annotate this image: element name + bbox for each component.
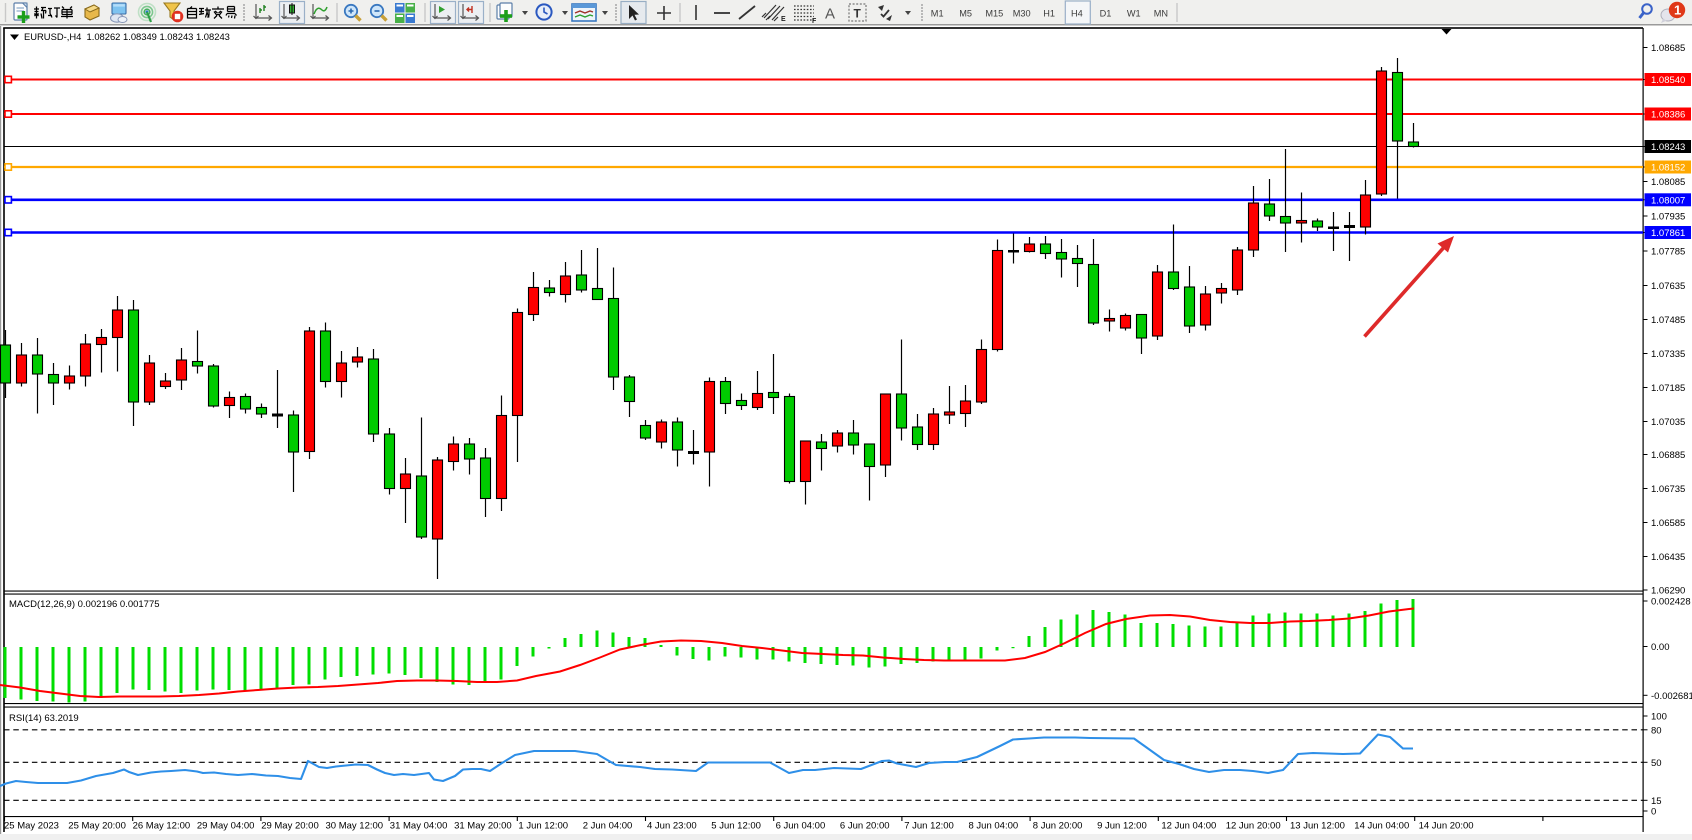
- svg-text:25 May 2023: 25 May 2023: [4, 821, 59, 832]
- svg-text:1 Jun 12:00: 1 Jun 12:00: [518, 821, 568, 832]
- svg-text:5 Jun 12:00: 5 Jun 12:00: [711, 821, 761, 832]
- svg-text:0.002428: 0.002428: [1651, 597, 1691, 608]
- svg-text:100: 100: [1651, 712, 1667, 723]
- svg-text:26 May 12:00: 26 May 12:00: [133, 821, 191, 832]
- svg-text:H4: H4: [1071, 9, 1083, 19]
- svg-text:2 Jun 04:00: 2 Jun 04:00: [583, 821, 633, 832]
- svg-text:1.07635: 1.07635: [1651, 281, 1685, 292]
- svg-text:1.06290: 1.06290: [1651, 586, 1685, 597]
- svg-text:1.08685: 1.08685: [1651, 43, 1685, 54]
- svg-text:1.06735: 1.06735: [1651, 484, 1685, 495]
- svg-text:80: 80: [1651, 725, 1662, 736]
- svg-text:1.08085: 1.08085: [1651, 177, 1685, 188]
- svg-text:13 Jun 12:00: 13 Jun 12:00: [1290, 821, 1345, 832]
- svg-text:29 May 20:00: 29 May 20:00: [261, 821, 319, 832]
- svg-text:14 Jun 04:00: 14 Jun 04:00: [1354, 821, 1409, 832]
- svg-text:1.07485: 1.07485: [1651, 315, 1685, 326]
- svg-text:15: 15: [1651, 796, 1662, 807]
- svg-text:8 Jun 04:00: 8 Jun 04:00: [969, 821, 1019, 832]
- svg-text:1.07335: 1.07335: [1651, 349, 1685, 360]
- svg-text:1.06885: 1.06885: [1651, 450, 1685, 461]
- svg-text:1.08007: 1.08007: [1651, 195, 1685, 206]
- svg-text:31 May 20:00: 31 May 20:00: [454, 821, 512, 832]
- svg-text:7 Jun 12:00: 7 Jun 12:00: [904, 821, 954, 832]
- svg-text:T: T: [854, 7, 862, 21]
- svg-text:14 Jun 20:00: 14 Jun 20:00: [1419, 821, 1474, 832]
- svg-text:30 May 12:00: 30 May 12:00: [326, 821, 384, 832]
- svg-text:A: A: [825, 6, 835, 23]
- svg-text:1.08386: 1.08386: [1651, 110, 1685, 121]
- svg-text:M30: M30: [1013, 9, 1031, 19]
- svg-text:0: 0: [1651, 807, 1656, 818]
- svg-text:1.06435: 1.06435: [1651, 552, 1685, 563]
- svg-text:M5: M5: [959, 9, 972, 19]
- svg-text:12 Jun 04:00: 12 Jun 04:00: [1161, 821, 1216, 832]
- svg-text:1.07861: 1.07861: [1651, 228, 1685, 239]
- svg-text:M1: M1: [931, 9, 944, 19]
- svg-text:1.07935: 1.07935: [1651, 212, 1685, 223]
- svg-text:0.00: 0.00: [1651, 642, 1670, 653]
- svg-text:1.08152: 1.08152: [1651, 163, 1685, 174]
- svg-text:25 May 20:00: 25 May 20:00: [68, 821, 126, 832]
- svg-text:1.07035: 1.07035: [1651, 417, 1685, 428]
- svg-text:E: E: [781, 16, 786, 23]
- svg-text:8 Jun 20:00: 8 Jun 20:00: [1033, 821, 1083, 832]
- svg-text:1.08540: 1.08540: [1651, 75, 1685, 86]
- svg-text:1.08243: 1.08243: [1651, 142, 1685, 153]
- svg-text:31 May 04:00: 31 May 04:00: [390, 821, 448, 832]
- svg-text:6 Jun 20:00: 6 Jun 20:00: [840, 821, 890, 832]
- svg-text:9 Jun 12:00: 9 Jun 12:00: [1097, 821, 1147, 832]
- svg-text:29 May 04:00: 29 May 04:00: [197, 821, 255, 832]
- svg-text:EURUSD-,H4 1.08262 1.08349 1.: EURUSD-,H4 1.08262 1.08349 1.08243 1.082…: [24, 31, 230, 42]
- svg-text:MN: MN: [1154, 9, 1168, 19]
- svg-text:W1: W1: [1127, 9, 1141, 19]
- svg-text:1.07785: 1.07785: [1651, 247, 1685, 258]
- svg-text:RSI(14) 63.2019: RSI(14) 63.2019: [9, 713, 79, 724]
- svg-text:F: F: [812, 18, 817, 25]
- svg-text:M15: M15: [985, 9, 1003, 19]
- svg-text:4 Jun 23:00: 4 Jun 23:00: [647, 821, 697, 832]
- svg-text:-0.002681: -0.002681: [1651, 691, 1692, 702]
- svg-text:1: 1: [1674, 3, 1681, 18]
- svg-text:12 Jun 20:00: 12 Jun 20:00: [1226, 821, 1281, 832]
- svg-text:1.06585: 1.06585: [1651, 518, 1685, 529]
- svg-text:H1: H1: [1043, 9, 1055, 19]
- svg-text:MACD(12,26,9) 0.002196 0.00177: MACD(12,26,9) 0.002196 0.001775: [9, 599, 160, 610]
- svg-text:D1: D1: [1100, 9, 1112, 19]
- svg-text:1.07185: 1.07185: [1651, 383, 1685, 394]
- svg-text:6 Jun 04:00: 6 Jun 04:00: [776, 821, 826, 832]
- svg-text:50: 50: [1651, 758, 1662, 769]
